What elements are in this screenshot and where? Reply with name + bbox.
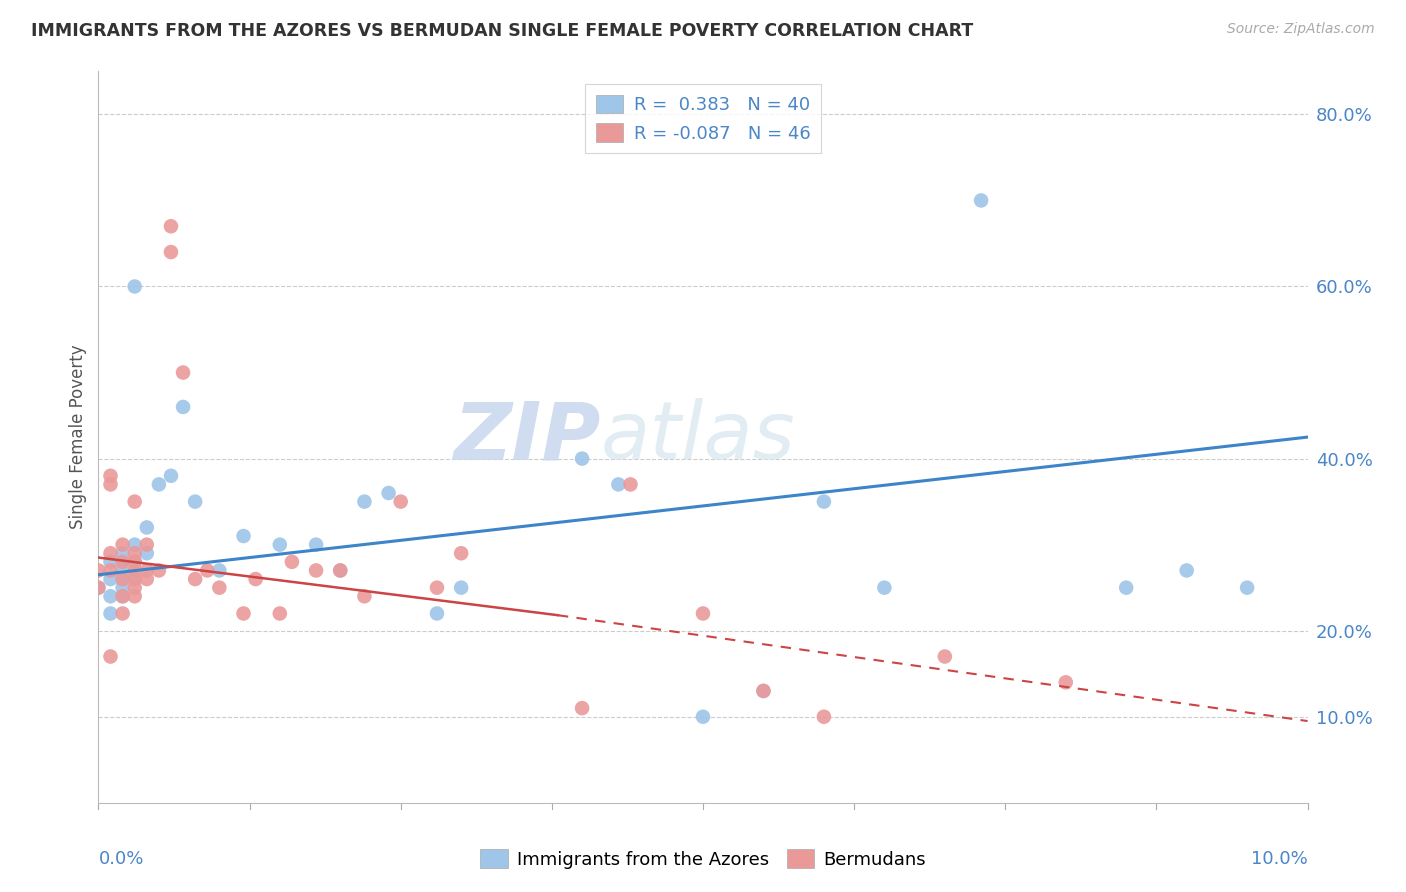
Point: [813, 710, 835, 724]
Point: [160, 219, 183, 234]
Point: [100, 468, 122, 483]
Point: [87, 581, 110, 595]
Point: [111, 581, 134, 595]
Point: [1236, 581, 1258, 595]
Point: [571, 451, 593, 466]
Point: [426, 581, 449, 595]
Point: [100, 572, 122, 586]
Text: 10.0%: 10.0%: [1251, 850, 1308, 868]
Point: [124, 555, 146, 569]
Point: [111, 589, 134, 603]
Point: [692, 710, 714, 724]
Text: ZIP: ZIP: [453, 398, 600, 476]
Point: [135, 572, 157, 586]
Point: [124, 572, 146, 586]
Point: [172, 366, 194, 380]
Legend: R =  0.383   N = 40, R = -0.087   N = 46: R = 0.383 N = 40, R = -0.087 N = 46: [585, 84, 821, 153]
Text: 0.0%: 0.0%: [98, 850, 143, 868]
Point: [619, 477, 641, 491]
Point: [571, 701, 593, 715]
Point: [100, 564, 122, 578]
Point: [184, 572, 207, 586]
Point: [124, 555, 146, 569]
Point: [450, 546, 472, 560]
Point: [934, 649, 956, 664]
Point: [208, 581, 231, 595]
Point: [232, 607, 254, 621]
Point: [752, 684, 775, 698]
Point: [111, 555, 134, 569]
Point: [269, 538, 291, 552]
Point: [100, 607, 122, 621]
Point: [111, 607, 134, 621]
Point: [124, 546, 146, 560]
Point: [692, 607, 714, 621]
Point: [111, 564, 134, 578]
Point: [377, 486, 399, 500]
Point: [305, 564, 328, 578]
Point: [87, 564, 110, 578]
Point: [245, 572, 267, 586]
Point: [329, 564, 352, 578]
Point: [1175, 564, 1198, 578]
Point: [124, 581, 146, 595]
Point: [607, 477, 630, 491]
Point: [111, 538, 134, 552]
Point: [232, 529, 254, 543]
Point: [135, 538, 157, 552]
Point: [100, 477, 122, 491]
Point: [172, 400, 194, 414]
Point: [111, 572, 134, 586]
Point: [269, 607, 291, 621]
Point: [135, 564, 157, 578]
Point: [208, 564, 231, 578]
Point: [389, 494, 412, 508]
Point: [124, 589, 146, 603]
Point: [87, 581, 110, 595]
Point: [184, 494, 207, 508]
Point: [160, 245, 183, 260]
Point: [111, 589, 134, 603]
Point: [353, 494, 375, 508]
Point: [1115, 581, 1137, 595]
Point: [124, 572, 146, 586]
Point: [100, 555, 122, 569]
Point: [124, 564, 146, 578]
Point: [281, 555, 304, 569]
Point: [148, 477, 170, 491]
Legend: Immigrants from the Azores, Bermudans: Immigrants from the Azores, Bermudans: [474, 842, 932, 876]
Point: [426, 607, 449, 621]
Point: [450, 581, 472, 595]
Point: [195, 564, 218, 578]
Text: Source: ZipAtlas.com: Source: ZipAtlas.com: [1227, 22, 1375, 37]
Point: [100, 589, 122, 603]
Point: [124, 279, 146, 293]
Point: [135, 546, 157, 560]
Point: [160, 468, 183, 483]
Point: [1054, 675, 1077, 690]
Point: [124, 494, 146, 508]
Point: [353, 589, 375, 603]
Point: [111, 555, 134, 569]
Point: [100, 649, 122, 664]
Point: [124, 538, 146, 552]
Point: [100, 546, 122, 560]
Point: [813, 494, 835, 508]
Point: [329, 564, 352, 578]
Point: [873, 581, 896, 595]
Y-axis label: Single Female Poverty: Single Female Poverty: [69, 345, 87, 529]
Point: [111, 546, 134, 560]
Point: [148, 564, 170, 578]
Point: [752, 684, 775, 698]
Point: [305, 538, 328, 552]
Text: atlas: atlas: [600, 398, 794, 476]
Point: [970, 194, 993, 208]
Text: IMMIGRANTS FROM THE AZORES VS BERMUDAN SINGLE FEMALE POVERTY CORRELATION CHART: IMMIGRANTS FROM THE AZORES VS BERMUDAN S…: [31, 22, 973, 40]
Point: [135, 520, 157, 534]
Point: [111, 572, 134, 586]
